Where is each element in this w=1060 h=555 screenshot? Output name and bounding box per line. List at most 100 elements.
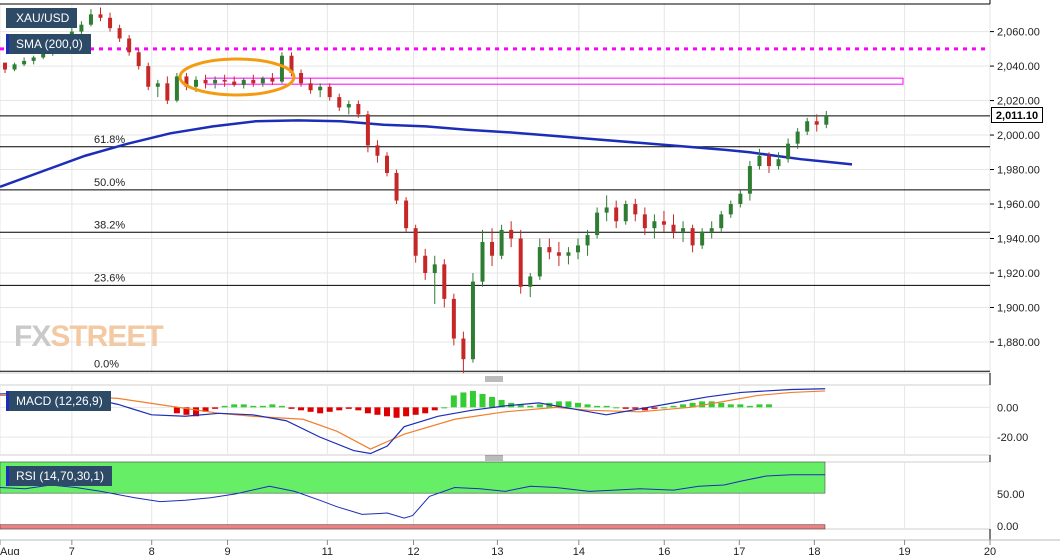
candle-body: [805, 121, 810, 132]
candle-body: [3, 62, 7, 70]
fib-level-label: 61.8%: [94, 134, 125, 146]
candle: [642, 207, 647, 236]
macd-histogram-bar: [756, 404, 763, 408]
y-tick-label: 1,920.00: [997, 268, 1040, 280]
macd-histogram-bar: [575, 402, 581, 408]
macd-histogram-bar: [622, 407, 629, 409]
macd-histogram-bar: [221, 405, 228, 408]
macd-histogram-bar: [498, 399, 505, 408]
candle-body: [41, 52, 46, 58]
y-tick-label: 2,040.00: [997, 61, 1040, 73]
candle-body: [499, 229, 504, 256]
candle-body: [747, 166, 752, 194]
fib-level-label: 0.0%: [94, 358, 119, 370]
candle-body: [786, 143, 791, 160]
candle: [127, 35, 132, 56]
candle: [518, 229, 523, 294]
candle-body: [642, 214, 647, 229]
macd-histogram-bar: [536, 404, 543, 408]
candle-body: [108, 17, 113, 29]
macd-histogram-bar: [403, 407, 410, 417]
candle: [222, 74, 227, 87]
macd-histogram-bar: [374, 407, 381, 415]
candle-body: [451, 298, 456, 339]
candle-body: [270, 78, 275, 82]
last-price-value: 2,011.10: [995, 110, 1039, 122]
macd-histogram-bar: [680, 404, 687, 408]
candle-body: [337, 97, 342, 108]
macd-histogram-bar: [699, 401, 706, 408]
symbol-tag[interactable]: XAU/USD: [6, 8, 78, 28]
candle-body: [490, 241, 495, 256]
macd-histogram-bar: [278, 405, 285, 408]
macd-histogram-bar: [460, 392, 467, 408]
macd-pane-frame: [0, 384, 991, 456]
candle: [824, 110, 829, 129]
candle-body: [795, 131, 800, 144]
fxstreet-watermark: FXSTREET: [14, 320, 164, 354]
candle: [442, 259, 447, 308]
candle-body: [404, 200, 409, 229]
candle-body: [88, 14, 93, 25]
candle: [3, 62, 7, 73]
candle: [241, 78, 246, 89]
candle: [337, 93, 342, 111]
candle: [728, 200, 733, 218]
candle: [165, 76, 170, 105]
sma-color-swatch: [6, 34, 9, 54]
candle: [394, 169, 399, 205]
candle-body: [356, 104, 361, 115]
candle: [566, 247, 571, 265]
macd-histogram-bar: [527, 405, 534, 408]
sma-tag[interactable]: SMA (200,0): [6, 34, 91, 54]
macd-histogram-bar: [431, 407, 438, 411]
rsi-pane-handle[interactable]: [485, 455, 503, 461]
macd-histogram-bar: [594, 405, 601, 408]
macd-histogram-bar: [412, 407, 419, 415]
candle-body: [375, 145, 380, 156]
candle: [719, 210, 724, 232]
macd-histogram-bar: [384, 407, 390, 417]
macd-histogram-bar: [269, 404, 276, 408]
macd-histogram-bar: [718, 402, 725, 408]
candle: [270, 72, 275, 86]
candle-body: [117, 28, 122, 39]
candle-body: [623, 204, 628, 222]
macd-tag[interactable]: MACD (12,26,9): [6, 391, 111, 411]
macd-histogram-bar: [632, 407, 639, 409]
macd-histogram-bar: [240, 404, 247, 408]
rsi-y-tick-label: 0.00: [997, 521, 1018, 533]
candle: [375, 140, 380, 163]
candle-body: [470, 281, 475, 360]
candle: [413, 224, 418, 263]
candle-body: [709, 228, 714, 232]
candle: [709, 221, 714, 239]
candle-body: [690, 228, 695, 246]
macd-histogram-bar: [613, 407, 620, 409]
candle-body: [241, 79, 246, 86]
candle-body: [480, 241, 485, 282]
candle: [385, 152, 389, 177]
rsi-overbought-zone: [0, 461, 826, 494]
candle: [108, 12, 113, 32]
symbol-tag-bar: [6, 8, 9, 28]
candle: [805, 117, 810, 136]
candle: [480, 229, 485, 287]
candle-body: [681, 228, 686, 232]
candle: [681, 221, 686, 242]
rsi-tag[interactable]: RSI (14,70,30,1): [6, 466, 113, 486]
candle-body: [413, 228, 418, 256]
macd-histogram-bar: [766, 404, 772, 408]
candle-body: [432, 264, 437, 273]
candle-body: [232, 81, 237, 86]
macd-histogram-bar: [317, 407, 324, 414]
x-tick-label: 14: [573, 546, 585, 555]
macd-pane-handle[interactable]: [485, 376, 503, 382]
candle-body: [346, 104, 351, 108]
watermark-fx: FX: [14, 320, 51, 353]
candle-body: [279, 55, 284, 82]
price-pane-frame: [0, 3, 991, 374]
candle-body: [79, 24, 84, 32]
candle: [260, 76, 265, 87]
candle: [767, 152, 771, 173]
